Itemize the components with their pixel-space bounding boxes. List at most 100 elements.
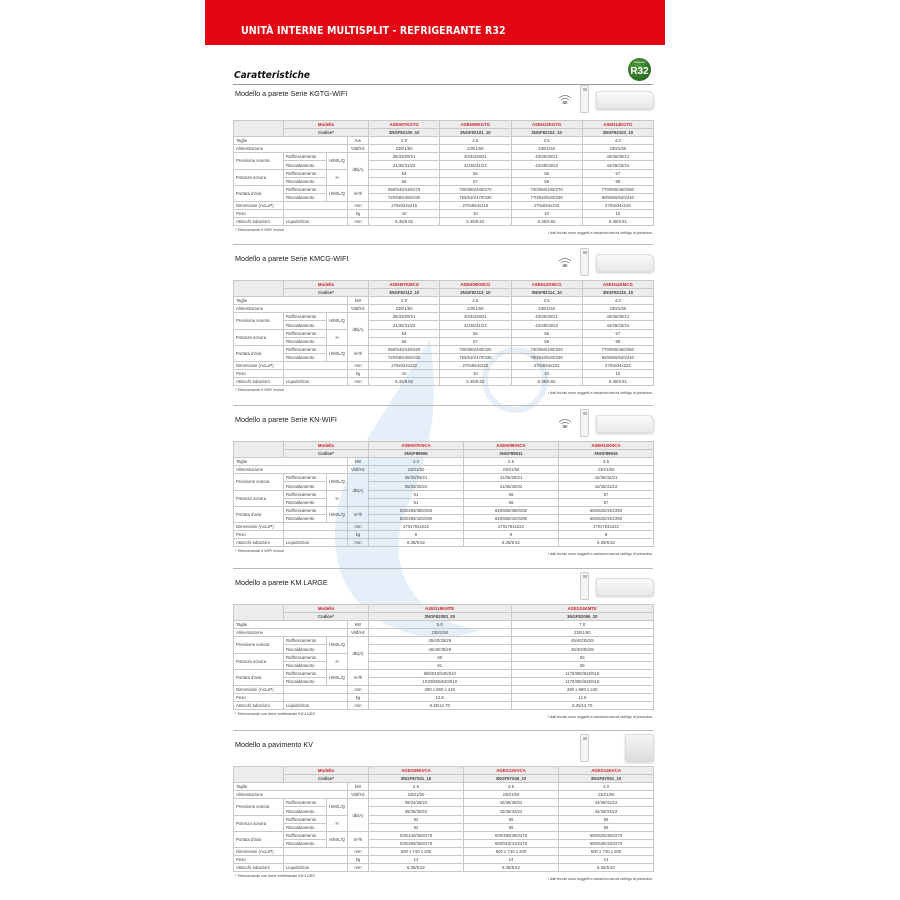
unit-label: m³/h (347, 830, 369, 848)
empty-cell (283, 209, 348, 219)
model-code: 3NGF82112_10 (367, 288, 441, 298)
mode-label: Raffrescamento (283, 152, 327, 162)
product-section: Modello a pavimento KV Modello AGEG09KVCA A… (233, 730, 654, 881)
wall-unit-icon (596, 578, 654, 596)
pressione-risc-value: 42/38/33/22 (510, 160, 583, 170)
row-label: Taglie (233, 457, 348, 467)
speed-label: H/M/L/Q (326, 473, 348, 491)
taglie-value: 2.0 (368, 457, 464, 467)
mode-label: Riscaldamento (283, 497, 327, 507)
footnote: * Telecomando e WIFI inclusi (235, 228, 284, 232)
table-row: Riscaldamento 41/35/31/22 42/36/31/22 42/38… (234, 320, 655, 330)
mode-label: Raffrescamento (283, 489, 327, 499)
table-row: Portata d'aria Raffrescamento H/M/L/Q m³/h 6… (233, 184, 655, 202)
portata-risc-value: 1020/850/640/510 (368, 676, 512, 686)
table-row: Pressione sonora Raffrescamento H/M/L/Q dB(… (233, 473, 654, 507)
potenza-risc-value: 56 (558, 822, 654, 832)
spec-table: Modello ASEH07KMCG ASEH09KMCG ASEH12KMCG ASE… (233, 279, 655, 387)
pressione-risc-value: 41/36/30/22 (463, 481, 559, 491)
portata-risc-value: 780/640/520/330 (510, 352, 583, 362)
unit-label: Kw (347, 136, 369, 146)
portata-risc-value: 640/560/420/280 (463, 513, 559, 523)
row-label: Attacchi tubazioni (233, 538, 284, 548)
table-row: Attacchi tubazioni Liquido/Gas mm 6.35/12.7… (233, 701, 654, 711)
table-row: Peso kg 10 10 10 10 (233, 209, 655, 219)
model-name: ASEH12KMCG (510, 279, 583, 290)
unit-label: m³/h (347, 668, 369, 686)
speed-label: H/M/L/Q (326, 798, 348, 816)
peso-value: 10 (581, 369, 655, 379)
model-code: 3NGF82083_20 (368, 612, 512, 622)
dimensioni-value: 270x834x222 (367, 360, 441, 371)
disclaimer: I dati tecnici sono soggetti a variazion… (548, 715, 653, 719)
table-row: Pressione sonora Raffrescamento H/M/L/Q dB(… (233, 152, 655, 186)
section-title: Modello a parete Serie KGTG-WIFI (235, 89, 348, 98)
potenza-raff-value: 55 (439, 328, 512, 338)
disclaimer: I dati tecnici sono soggetti a variazion… (548, 552, 653, 556)
portata-risc-value: 800/660/520/340 (581, 192, 655, 202)
table-row: Peso kg 9 9 9 (233, 530, 654, 540)
model-code: 3NGF82113_10 (439, 288, 512, 298)
potenza-risc-value: 58 (510, 336, 583, 346)
product-section: Modello a parete Serie KGTG-WIFI WIFI Mode… (233, 85, 655, 236)
portata-raff-value: 1170/850/640/510 (510, 668, 654, 678)
speed-label: H/M/L/Q (326, 152, 348, 170)
unit-label: mm (347, 200, 369, 211)
portata-raff-value: 700/560/430/320 (439, 344, 512, 354)
row-label: Portata d'aria (233, 668, 284, 686)
modello-label: Modello (283, 119, 369, 130)
product-images: WIFI (553, 85, 654, 115)
table-header-row: Modello AGEG09KVCA AGEG12KVCA AGEG14KVCA (233, 765, 654, 784)
attacchi-value: 6.35/9.52 (558, 863, 654, 873)
alimentazione-value: 230/1/50 (510, 144, 583, 154)
pressione-raff-value: 43/36/30/21 (581, 152, 655, 162)
table-row: Potenza sonora Raffrescamento H 52 55 56 (233, 814, 654, 832)
unit-label: kW (347, 457, 369, 467)
mode-label: Raffrescamento (283, 184, 327, 194)
attacchi-value: 6.35/9.52 (581, 217, 655, 227)
table-row: Dimensioni (AxLxP) mm 270x834x222 270x834x2… (233, 360, 655, 371)
attacchi-value: 6.35/9.52 (558, 538, 654, 548)
unit-label: dB(A) (347, 152, 369, 186)
table-row: Taglie kW 5.0 7.0 (233, 620, 654, 630)
row-label: Attacchi tubazioni (233, 377, 284, 387)
table-row: Alimentazione V/Ø/Hz 230/1/50 230/1/50 230/1… (233, 465, 654, 475)
divider (233, 730, 653, 731)
potenza-risc-value: 56 (367, 176, 441, 186)
section-title: Modello a parete Serie KN-WIFI (235, 415, 337, 424)
mode-label: Riscaldamento (283, 336, 327, 346)
model-name: ASEH14KGTG (581, 119, 655, 130)
divider (233, 244, 653, 245)
table-row: Riscaldamento 51 56 57 (234, 497, 654, 507)
mode-label: Riscaldamento (283, 513, 327, 523)
row-label: Potenza sonora (233, 489, 284, 507)
wifi-label: WIFI (562, 426, 568, 429)
potenza-risc-value: 52 (368, 822, 464, 832)
mode-label: Raffrescamento (283, 652, 327, 662)
portata-raff-value: 530/460/380/250 (368, 505, 464, 515)
model-code: 3NGF87041_10 (368, 774, 464, 784)
peso-value: 10 (367, 209, 441, 219)
pressione-raff-value: 44/38/31/22 (558, 798, 654, 808)
unit-label: V/Ø/Hz (347, 304, 369, 314)
potenza-risc-value: 55 (463, 822, 559, 832)
alimentazione-value: 230/1/50 (439, 304, 512, 314)
attacchi-value: 6.35/9.52 (510, 377, 583, 387)
peso-value: 10 (581, 209, 655, 219)
peso-value: 9 (368, 530, 464, 540)
table-row: Pressione sonora Raffrescamento H/M/L/Q dB(… (233, 798, 654, 832)
portata-raff-value: 650/540/430/270 (367, 184, 441, 194)
unit-label: mm (347, 360, 369, 371)
product-images (553, 572, 654, 602)
table-header-row: Modello ASEH07KMCG ASEH09KMCG ASEH12KMCG ASE… (233, 279, 655, 298)
potenza-raff-value: 51 (368, 489, 464, 499)
product-images: WIFI (553, 409, 654, 439)
taglie-value: 3.5 (510, 136, 583, 146)
section-title: Modello a pavimento KV (235, 740, 313, 749)
speed-label: H/M/L/Q (326, 184, 348, 202)
unit-label: kg (347, 693, 369, 703)
table-header-row: Codice* 3NGF82083_20 3NGF82086_20 (234, 612, 654, 622)
empty-cell (283, 360, 348, 371)
row-label: Dimensioni (AxLxP) (233, 521, 284, 532)
dimensioni-value: 270x834x215 (439, 200, 512, 211)
